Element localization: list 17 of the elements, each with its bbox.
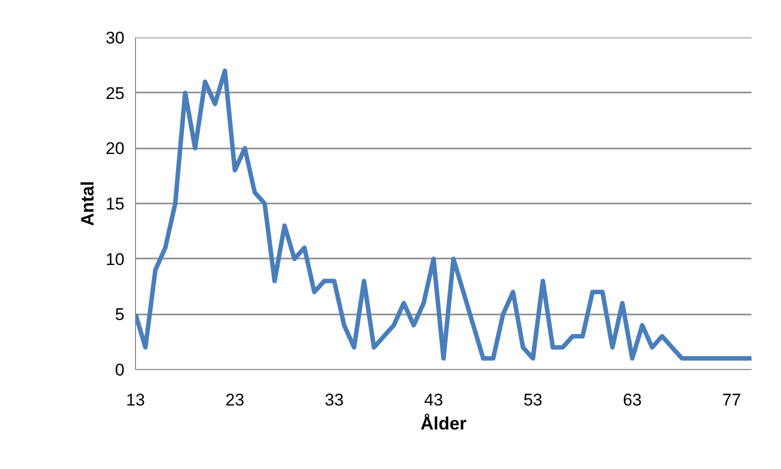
- y-tick-label: 0: [115, 360, 125, 380]
- x-tick-label: 33: [324, 390, 344, 410]
- x-tick-label: 53: [523, 390, 542, 410]
- x-tick-label: 43: [424, 390, 444, 410]
- x-tick-label: 77: [722, 390, 742, 410]
- y-tick-label: 25: [106, 84, 125, 103]
- x-tick-label: 13: [126, 390, 145, 410]
- y-tick-label: 5: [115, 305, 125, 324]
- y-axis-title: Antal: [78, 181, 98, 226]
- y-tick-label: 30: [106, 28, 125, 48]
- y-tick-label: 10: [106, 250, 125, 269]
- x-axis-title: Ålder: [420, 414, 467, 434]
- y-tick-label: 20: [106, 139, 125, 158]
- line-series: [136, 68, 752, 361]
- y-tick-label: 15: [106, 194, 125, 214]
- x-tick-label: 23: [225, 390, 244, 410]
- x-tick-label: 63: [622, 390, 642, 410]
